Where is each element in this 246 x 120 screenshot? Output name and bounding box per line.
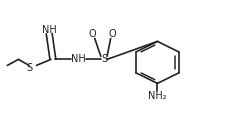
Text: S: S [101,54,107,64]
Text: O: O [89,29,96,39]
Text: S: S [27,63,33,73]
Text: NH: NH [42,25,57,35]
Text: O: O [109,29,116,39]
Text: NH: NH [71,54,86,64]
Text: NH₂: NH₂ [148,91,167,101]
